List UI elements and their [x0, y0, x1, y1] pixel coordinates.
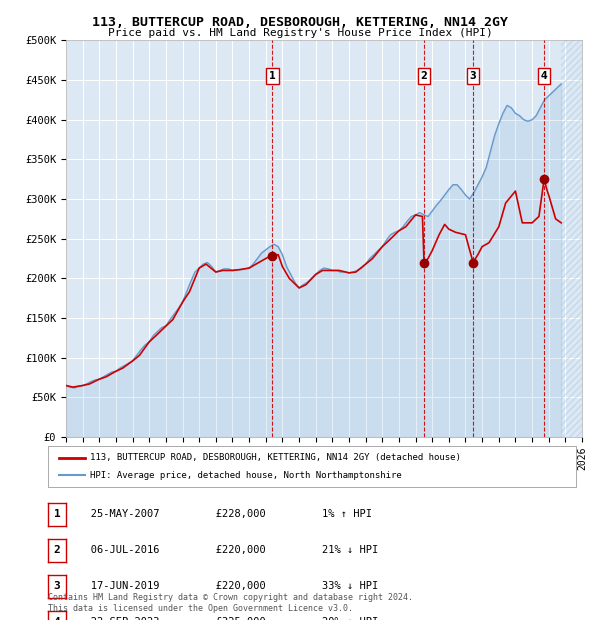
Text: 1: 1 — [269, 71, 275, 81]
Text: 1: 1 — [53, 510, 61, 520]
Text: 3: 3 — [470, 71, 476, 81]
Text: 2: 2 — [53, 546, 61, 556]
Text: 4: 4 — [53, 618, 61, 620]
Text: 2: 2 — [421, 71, 427, 81]
Text: Price paid vs. HM Land Registry's House Price Index (HPI): Price paid vs. HM Land Registry's House … — [107, 28, 493, 38]
Text: 113, BUTTERCUP ROAD, DESBOROUGH, KETTERING, NN14 2GY: 113, BUTTERCUP ROAD, DESBOROUGH, KETTERI… — [92, 16, 508, 29]
Text: 17-JUN-2019         £220,000         33% ↓ HPI: 17-JUN-2019 £220,000 33% ↓ HPI — [72, 581, 378, 591]
Text: 3: 3 — [53, 582, 61, 591]
Text: 22-SEP-2023         £325,000         20% ↓ HPI: 22-SEP-2023 £325,000 20% ↓ HPI — [72, 617, 378, 620]
Text: 4: 4 — [541, 71, 547, 81]
Text: 25-MAY-2007         £228,000         1% ↑ HPI: 25-MAY-2007 £228,000 1% ↑ HPI — [72, 509, 372, 519]
Text: HPI: Average price, detached house, North Northamptonshire: HPI: Average price, detached house, Nort… — [90, 471, 402, 480]
Text: 06-JUL-2016         £220,000         21% ↓ HPI: 06-JUL-2016 £220,000 21% ↓ HPI — [72, 545, 378, 555]
Text: Contains HM Land Registry data © Crown copyright and database right 2024.
This d: Contains HM Land Registry data © Crown c… — [48, 593, 413, 613]
Text: 113, BUTTERCUP ROAD, DESBOROUGH, KETTERING, NN14 2GY (detached house): 113, BUTTERCUP ROAD, DESBOROUGH, KETTERI… — [90, 453, 461, 462]
